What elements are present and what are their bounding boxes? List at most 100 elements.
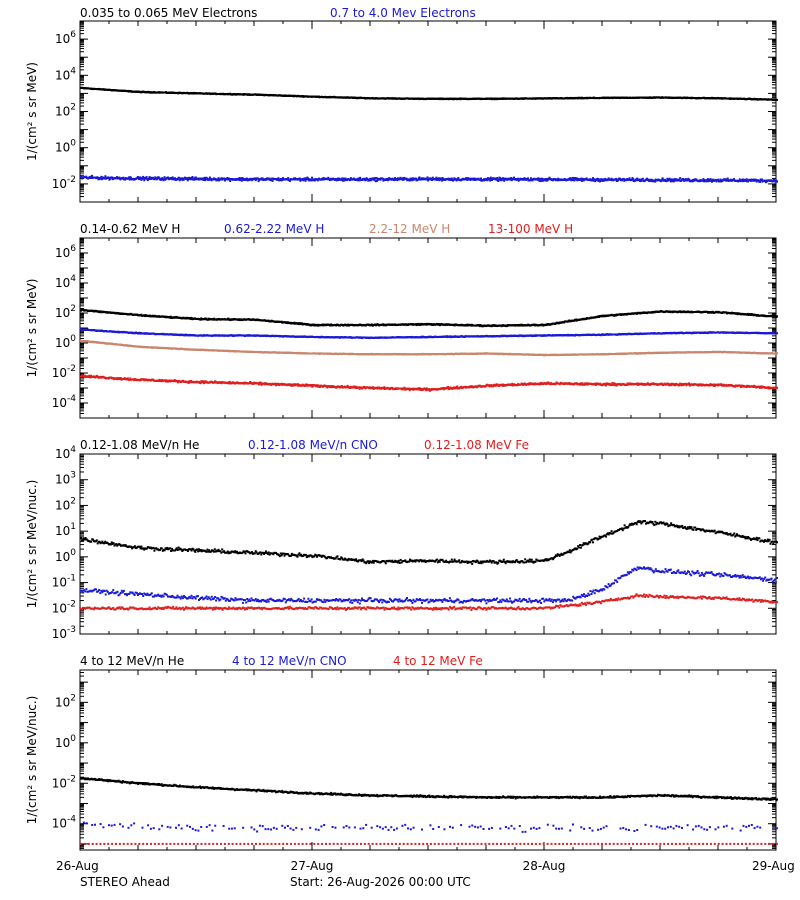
data-point xyxy=(589,178,592,181)
data-point xyxy=(707,180,710,183)
data-point xyxy=(669,180,672,183)
data-point xyxy=(154,177,157,180)
data-point xyxy=(229,180,232,182)
data-point xyxy=(579,178,582,181)
data-point xyxy=(479,178,482,181)
data-point xyxy=(159,177,162,180)
data-point xyxy=(152,176,154,179)
data-point xyxy=(510,177,513,179)
data-point xyxy=(90,177,93,180)
data-point xyxy=(373,178,376,181)
data-point xyxy=(604,177,607,180)
data-point xyxy=(201,177,204,180)
data-point xyxy=(366,178,369,181)
data-point xyxy=(261,178,264,181)
data-point xyxy=(271,179,274,182)
data-point xyxy=(593,178,596,181)
data-point xyxy=(111,176,114,179)
data-point xyxy=(257,177,259,180)
data-point xyxy=(322,177,325,179)
data-point xyxy=(268,177,271,180)
data-point xyxy=(538,178,540,181)
data-point xyxy=(772,180,775,183)
legend-entry: 0.7 to 4.0 Mev Electrons xyxy=(330,6,476,20)
data-point xyxy=(187,178,190,181)
data-point xyxy=(289,179,291,182)
data-point xyxy=(585,177,588,180)
data-point xyxy=(202,179,205,181)
data-point xyxy=(188,176,190,179)
data-point xyxy=(680,179,683,182)
panel-2: 10-4 10-2 100 102 104 106 1/(cm² s sr MeV) 0.14… xyxy=(25,222,778,419)
data-point xyxy=(349,177,352,180)
data-point xyxy=(302,179,305,182)
data-point xyxy=(499,177,502,180)
data-point xyxy=(610,177,613,180)
data-point xyxy=(80,176,83,178)
data-point xyxy=(192,178,195,181)
data-point xyxy=(210,177,212,180)
data-point xyxy=(280,179,283,182)
data-point xyxy=(684,179,687,182)
y-axis-label: 1/(cm² s sr MeV) xyxy=(25,279,39,378)
data-point xyxy=(204,177,207,180)
data-point xyxy=(708,179,711,182)
data-point xyxy=(116,176,118,179)
data-point xyxy=(160,178,163,181)
data-point xyxy=(733,178,735,181)
data-point xyxy=(301,322,303,325)
data-point xyxy=(145,176,148,179)
data-point xyxy=(489,179,492,182)
data-point xyxy=(174,177,176,180)
data-point xyxy=(603,179,605,182)
data-point xyxy=(673,178,676,181)
data-point xyxy=(181,177,183,180)
data-point xyxy=(597,179,600,182)
series-2-points xyxy=(80,174,778,184)
data-point xyxy=(163,176,166,179)
data-point xyxy=(208,177,211,180)
data-point xyxy=(238,177,241,179)
data-point xyxy=(571,176,574,179)
data-point xyxy=(725,178,728,181)
data-point xyxy=(124,178,127,181)
data-point xyxy=(572,179,575,181)
data-point xyxy=(193,178,196,181)
data-point xyxy=(299,179,302,182)
data-point xyxy=(141,177,144,180)
data-point xyxy=(161,178,164,181)
data-point xyxy=(180,178,183,181)
data-point xyxy=(341,177,344,180)
data-point xyxy=(692,180,695,183)
data-point xyxy=(98,177,100,179)
data-point xyxy=(420,178,423,181)
data-point xyxy=(374,180,377,183)
data-point xyxy=(343,177,345,180)
data-point xyxy=(98,178,101,181)
data-point xyxy=(776,98,778,101)
data-point xyxy=(556,179,559,182)
data-point xyxy=(224,179,226,182)
data-point xyxy=(745,178,748,181)
data-point xyxy=(469,179,472,181)
data-point xyxy=(592,177,594,180)
data-point xyxy=(471,177,474,180)
data-point xyxy=(337,177,340,180)
data-point xyxy=(776,180,778,183)
data-point xyxy=(115,177,118,180)
data-point xyxy=(372,177,374,180)
data-point xyxy=(100,178,103,181)
data-point xyxy=(715,180,718,183)
data-point xyxy=(361,179,364,181)
data-point xyxy=(702,180,705,183)
data-point xyxy=(635,179,638,182)
data-point xyxy=(711,179,714,182)
data-point xyxy=(410,177,413,180)
data-point xyxy=(438,179,441,182)
data-point xyxy=(682,178,685,181)
data-point xyxy=(303,177,306,180)
data-point xyxy=(673,179,676,182)
legend-entry: 0.035 to 0.065 MeV Electrons xyxy=(80,6,257,20)
data-point xyxy=(724,178,727,181)
data-point xyxy=(639,180,641,182)
